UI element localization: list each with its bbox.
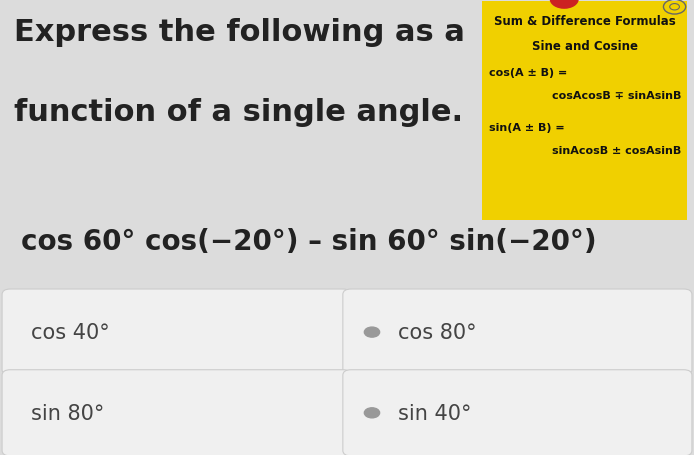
Text: Sine and Cosine: Sine and Cosine (532, 40, 638, 53)
Text: Express the following as a: Express the following as a (14, 18, 465, 47)
Circle shape (550, 0, 578, 9)
Text: sinAcosB ± cosAsinB: sinAcosB ± cosAsinB (552, 146, 682, 156)
Text: sin 80°: sin 80° (31, 403, 105, 423)
Text: cos(A ± B) =: cos(A ± B) = (489, 68, 568, 78)
FancyBboxPatch shape (343, 370, 692, 455)
FancyBboxPatch shape (482, 2, 687, 221)
Text: cos 60° cos(−20°) – sin 60° sin(−20°): cos 60° cos(−20°) – sin 60° sin(−20°) (21, 228, 596, 255)
Text: Sum & Difference Formulas: Sum & Difference Formulas (494, 15, 675, 28)
FancyBboxPatch shape (2, 289, 351, 375)
Text: sin 40°: sin 40° (398, 403, 472, 423)
Circle shape (364, 408, 380, 418)
Text: cosAcosB ∓ sinAsinB: cosAcosB ∓ sinAsinB (552, 91, 682, 101)
Text: cos 40°: cos 40° (31, 323, 110, 342)
FancyBboxPatch shape (2, 370, 351, 455)
Text: sin(A ± B) =: sin(A ± B) = (489, 123, 565, 133)
Text: cos 80°: cos 80° (398, 323, 477, 342)
Circle shape (364, 327, 380, 338)
FancyBboxPatch shape (343, 289, 692, 375)
Text: function of a single angle.: function of a single angle. (14, 98, 463, 127)
